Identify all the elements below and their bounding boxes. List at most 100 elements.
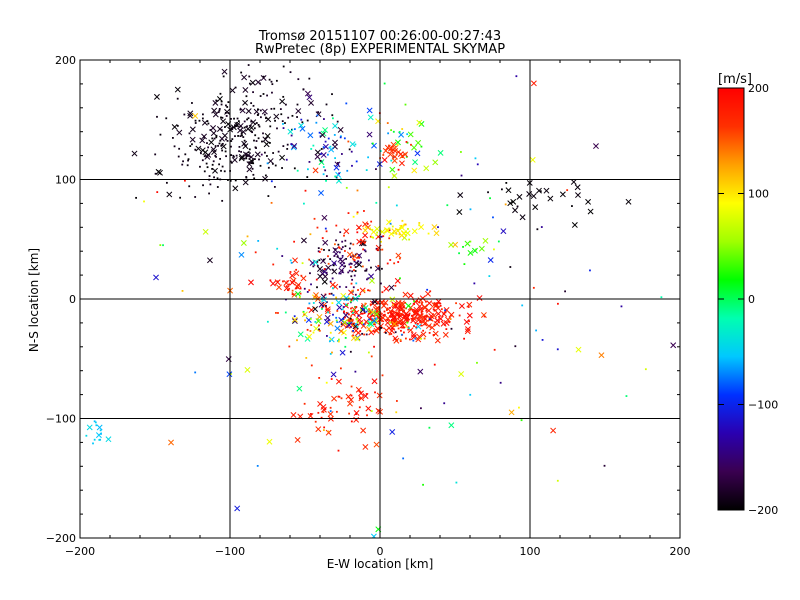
data-point	[263, 113, 266, 116]
data-point	[252, 104, 255, 107]
data-point	[345, 303, 347, 306]
data-point	[331, 302, 334, 304]
data-point	[389, 259, 392, 261]
data-point	[557, 302, 559, 305]
data-point-cross	[313, 325, 320, 332]
data-point	[309, 272, 311, 275]
data-point-cross	[432, 159, 439, 166]
data-point	[254, 146, 257, 149]
data-point	[250, 120, 253, 123]
data-point	[379, 150, 382, 152]
data-point	[259, 164, 262, 167]
chart-title: Tromsø 20151107 00:26:00-00:27:43	[258, 29, 501, 44]
data-point	[182, 160, 184, 163]
data-point	[338, 285, 341, 288]
data-point-cross	[335, 378, 342, 385]
data-point	[325, 271, 328, 274]
data-point	[221, 199, 224, 202]
data-point	[274, 164, 277, 167]
data-point-cross	[202, 228, 209, 235]
data-point	[270, 80, 273, 83]
data-point	[238, 150, 240, 153]
data-point	[536, 228, 539, 231]
data-point	[398, 233, 401, 236]
data-point	[335, 319, 338, 322]
data-point	[318, 329, 321, 332]
data-point	[339, 257, 342, 260]
data-point-cross	[204, 153, 211, 160]
data-point	[249, 124, 252, 127]
data-point-cross	[294, 436, 301, 443]
data-point	[316, 226, 319, 229]
data-point	[310, 324, 313, 326]
data-point-cross	[237, 122, 244, 129]
data-point	[293, 315, 296, 318]
data-point-cross	[423, 165, 430, 172]
data-point	[359, 261, 362, 264]
data-point	[281, 167, 283, 169]
data-point	[354, 306, 357, 308]
data-point	[240, 132, 243, 135]
data-point	[351, 310, 354, 313]
data-point	[368, 289, 371, 292]
data-point	[408, 309, 411, 312]
data-point-cross	[398, 160, 405, 167]
data-point-cross	[210, 125, 217, 131]
data-point	[176, 97, 179, 100]
data-point	[474, 157, 477, 160]
data-point	[328, 292, 331, 295]
data-point	[184, 179, 186, 182]
grid-lines	[80, 60, 680, 538]
data-point	[275, 311, 277, 314]
data-points	[85, 64, 677, 538]
data-point-cross	[543, 187, 550, 194]
data-point	[540, 226, 543, 228]
data-point	[356, 325, 359, 328]
data-point	[352, 286, 355, 289]
data-point	[415, 314, 418, 317]
data-point-cross	[383, 227, 390, 234]
data-point-cross	[457, 192, 464, 199]
data-point-cross	[212, 111, 219, 118]
data-point	[251, 167, 254, 170]
data-point	[317, 250, 320, 253]
data-point	[387, 132, 390, 135]
data-point	[330, 378, 333, 380]
data-point-cross	[312, 259, 319, 266]
data-point	[309, 233, 312, 236]
data-point-cross	[210, 130, 217, 137]
data-point	[302, 88, 305, 91]
data-point	[191, 143, 193, 146]
data-point-cross	[199, 147, 206, 154]
data-point	[322, 258, 325, 261]
data-point	[259, 95, 262, 97]
data-point	[388, 229, 391, 232]
data-point	[305, 357, 308, 359]
data-point	[246, 235, 249, 238]
data-point	[414, 316, 417, 319]
data-point	[327, 137, 330, 140]
data-point	[388, 237, 391, 240]
y-tick-label: −100	[46, 413, 76, 426]
data-point	[289, 259, 292, 262]
data-point	[381, 267, 383, 270]
data-point	[287, 116, 290, 119]
data-point	[455, 302, 457, 305]
data-point	[341, 240, 344, 243]
data-point-cross	[413, 306, 420, 313]
data-point	[308, 289, 311, 292]
data-point	[363, 249, 366, 252]
data-point-cross	[322, 239, 329, 246]
data-point-cross	[456, 209, 463, 215]
data-point	[316, 264, 319, 267]
data-point-cross	[292, 257, 298, 264]
data-point	[467, 306, 470, 308]
data-point-cross	[307, 132, 314, 139]
data-point	[358, 254, 361, 257]
data-point	[400, 224, 403, 227]
data-point	[312, 144, 315, 147]
data-point	[351, 290, 354, 293]
data-point	[407, 326, 410, 329]
data-point	[93, 420, 96, 423]
data-point	[371, 142, 374, 145]
